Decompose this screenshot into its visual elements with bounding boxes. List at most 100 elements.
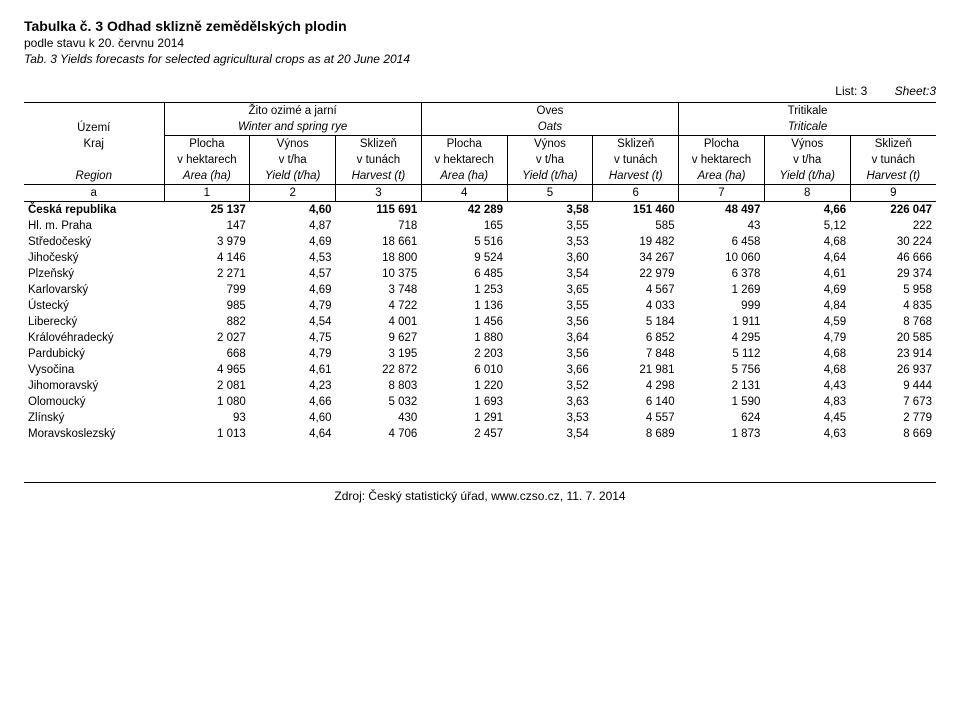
value-cell: 43 xyxy=(679,218,765,234)
value-cell: 4 567 xyxy=(593,282,679,298)
sub-area-en: Area (ha) xyxy=(164,168,250,185)
value-cell: 3,60 xyxy=(507,250,593,266)
value-cell: 4 835 xyxy=(850,298,936,314)
sub-yield-cz: Výnos xyxy=(507,136,593,153)
value-cell: 2 081 xyxy=(164,378,250,394)
col-num: 9 xyxy=(850,185,936,202)
value-cell: 4,59 xyxy=(764,314,850,330)
value-cell: 4,43 xyxy=(764,378,850,394)
sub-area-cz: Plocha xyxy=(421,136,507,153)
footer-divider xyxy=(24,482,936,483)
value-cell: 4 965 xyxy=(164,362,250,378)
value-cell: 10 060 xyxy=(679,250,765,266)
value-cell: 34 267 xyxy=(593,250,679,266)
col-num: 6 xyxy=(593,185,679,202)
region-cell: Královéhradecký xyxy=(24,330,164,346)
table-row: Pardubický6684,793 1952 2033,567 8485 11… xyxy=(24,346,936,362)
value-cell: 165 xyxy=(421,218,507,234)
value-cell: 8 669 xyxy=(850,426,936,442)
value-cell: 4 557 xyxy=(593,410,679,426)
value-cell: 1 873 xyxy=(679,426,765,442)
value-cell: 3,63 xyxy=(507,394,593,410)
value-cell: 1 269 xyxy=(679,282,765,298)
data-table: Území Žito ozimé a jarní Oves Tritikale … xyxy=(24,102,936,442)
value-cell: 430 xyxy=(336,410,422,426)
value-cell: 3,55 xyxy=(507,218,593,234)
value-cell: 18 800 xyxy=(336,250,422,266)
value-cell: 4,87 xyxy=(250,218,336,234)
value-cell: 585 xyxy=(593,218,679,234)
col-num: 3 xyxy=(336,185,422,202)
group3-cz: Tritikale xyxy=(679,103,936,120)
value-cell: 999 xyxy=(679,298,765,314)
title-cz: Tabulka č. 3 Odhad sklizně zemědělských … xyxy=(24,18,936,34)
value-cell: 21 981 xyxy=(593,362,679,378)
table-row: Moravskoslezský1 0134,644 7062 4573,548 … xyxy=(24,426,936,442)
sub-yield-cz: Výnos xyxy=(250,136,336,153)
value-cell: 46 666 xyxy=(850,250,936,266)
col-num: 1 xyxy=(164,185,250,202)
value-cell: 1 291 xyxy=(421,410,507,426)
value-cell: 4,54 xyxy=(250,314,336,330)
value-cell: 4,69 xyxy=(250,234,336,250)
sub-area-cz2: v hektarech xyxy=(164,152,250,168)
subtitle-cz: podle stavu k 20. červnu 2014 xyxy=(24,36,936,50)
value-cell: 5 958 xyxy=(850,282,936,298)
group1-cz: Žito ozimé a jarní xyxy=(164,103,421,120)
value-cell: 4,69 xyxy=(250,282,336,298)
value-cell: 4 295 xyxy=(679,330,765,346)
value-cell: 799 xyxy=(164,282,250,298)
column-number-row: a 1 2 3 4 5 6 7 8 9 xyxy=(24,185,936,202)
value-cell: 9 627 xyxy=(336,330,422,346)
region-cell: Zlínský xyxy=(24,410,164,426)
value-cell: 2 271 xyxy=(164,266,250,282)
kraj-cz: Kraj xyxy=(28,138,160,150)
value-cell: 3,58 xyxy=(507,202,593,219)
list-sheet: List: 3 Sheet:3 xyxy=(24,84,936,98)
value-cell: 4,68 xyxy=(764,234,850,250)
sub-harvest-cz2: v tunách xyxy=(336,152,422,168)
value-cell: 985 xyxy=(164,298,250,314)
value-cell: 4 722 xyxy=(336,298,422,314)
table-row: Jihočeský4 1464,5318 8009 5243,6034 2671… xyxy=(24,250,936,266)
sub-area-cz: Plocha xyxy=(679,136,765,153)
value-cell: 6 458 xyxy=(679,234,765,250)
value-cell: 4,61 xyxy=(764,266,850,282)
value-cell: 6 010 xyxy=(421,362,507,378)
value-cell: 3,56 xyxy=(507,346,593,362)
value-cell: 3,55 xyxy=(507,298,593,314)
group1-en: Winter and spring rye xyxy=(164,119,421,136)
value-cell: 22 872 xyxy=(336,362,422,378)
value-cell: 222 xyxy=(850,218,936,234)
value-cell: 5 112 xyxy=(679,346,765,362)
value-cell: 4 033 xyxy=(593,298,679,314)
value-cell: 718 xyxy=(336,218,422,234)
value-cell: 7 848 xyxy=(593,346,679,362)
value-cell: 3,54 xyxy=(507,266,593,282)
sub-harvest-cz: Sklizeň xyxy=(850,136,936,153)
region-cz: Území xyxy=(28,122,160,134)
value-cell: 4,68 xyxy=(764,362,850,378)
value-cell: 42 289 xyxy=(421,202,507,219)
value-cell: 1 911 xyxy=(679,314,765,330)
region-cell: Jihomoravský xyxy=(24,378,164,394)
region-cell: Středočeský xyxy=(24,234,164,250)
value-cell: 3,53 xyxy=(507,234,593,250)
col-num-a: a xyxy=(24,185,164,202)
title-en: Tab. 3 Yields forecasts for selected agr… xyxy=(24,52,936,66)
value-cell: 4,79 xyxy=(764,330,850,346)
value-cell: 6 852 xyxy=(593,330,679,346)
value-cell: 1 136 xyxy=(421,298,507,314)
value-cell: 3,52 xyxy=(507,378,593,394)
value-cell: 668 xyxy=(164,346,250,362)
value-cell: 4,23 xyxy=(250,378,336,394)
list-label: List: 3 xyxy=(835,84,867,98)
value-cell: 18 661 xyxy=(336,234,422,250)
table-row: Královéhradecký2 0274,759 6271 8803,646 … xyxy=(24,330,936,346)
col-num: 2 xyxy=(250,185,336,202)
value-cell: 226 047 xyxy=(850,202,936,219)
value-cell: 1 590 xyxy=(679,394,765,410)
value-cell: 2 203 xyxy=(421,346,507,362)
sub-harvest-cz: Sklizeň xyxy=(593,136,679,153)
sub-harvest-cz2: v tunách xyxy=(850,152,936,168)
